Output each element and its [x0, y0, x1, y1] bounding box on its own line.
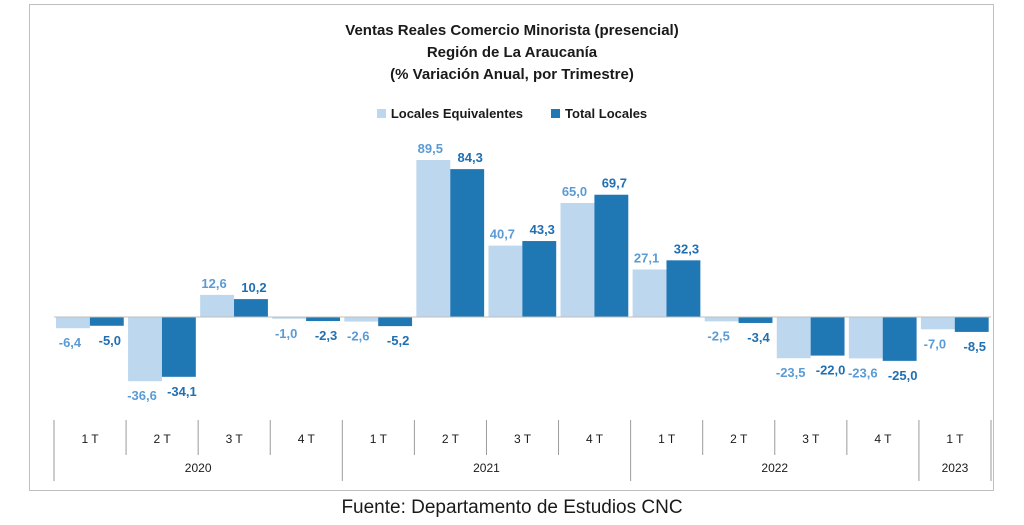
legend-item-total-locales: Total Locales [551, 106, 647, 121]
data-label-locales-equivalentes-8: 27,1 [634, 250, 659, 265]
bar-locales-equivalentes-0 [56, 317, 90, 329]
data-label-locales-equivalentes-9: -2,5 [707, 328, 729, 343]
legend-swatch-total-locales [551, 109, 561, 118]
year-label-2022: 2022 [761, 461, 788, 475]
bar-locales-equivalentes-4 [344, 317, 379, 322]
data-label-locales-equivalentes-12: -7,0 [924, 336, 946, 351]
bar-total-locales-9 [738, 317, 773, 323]
data-label-total-locales-7: 69,7 [602, 176, 627, 191]
legend-label-total-locales: Total Locales [565, 106, 648, 121]
quarter-label-9: 2 T [730, 432, 748, 446]
bar-locales-equivalentes-5 [416, 160, 451, 317]
quarter-label-12: 1 T [946, 432, 964, 446]
legend-swatch-locales-equivalentes [376, 109, 386, 118]
bar-total-locales-0 [89, 317, 124, 326]
bar-locales-equivalentes-12 [920, 317, 955, 330]
bar-locales-equivalentes-2 [200, 294, 235, 317]
data-label-total-locales-11: -25,0 [888, 368, 918, 383]
data-label-total-locales-2: 10,2 [241, 280, 266, 295]
quarter-label-6: 3 T [514, 432, 532, 446]
legend-item-locales-equivalentes: Locales Equivalentes [376, 106, 524, 121]
data-label-locales-equivalentes-0: -6,4 [59, 335, 82, 350]
data-label-locales-equivalentes-10: -23,5 [776, 365, 806, 380]
year-label-2020: 2020 [185, 461, 212, 475]
data-label-total-locales-10: -22,0 [816, 363, 846, 378]
bar-total-locales-2 [234, 299, 268, 317]
bar-locales-equivalentes-7 [560, 202, 595, 317]
data-label-total-locales-12: -8,5 [964, 339, 986, 354]
data-label-total-locales-8: 32,3 [674, 241, 699, 256]
data-label-locales-equivalentes-2: 12,6 [201, 276, 226, 291]
bar-locales-equivalentes-9 [704, 317, 739, 322]
bar-total-locales-4 [378, 317, 413, 327]
bar-locales-equivalentes-8 [632, 269, 667, 317]
bar-locales-equivalentes-6 [488, 245, 523, 317]
data-label-total-locales-6: 43,3 [530, 222, 555, 237]
quarter-label-8: 1 T [658, 432, 676, 446]
chart-title-line-3: (% Variación Anual, por Trimestre) [390, 66, 634, 83]
data-label-total-locales-0: -5,0 [99, 333, 121, 348]
quarter-label-7: 4 T [586, 432, 604, 446]
quarter-label-3: 4 T [298, 432, 316, 446]
data-label-total-locales-9: -3,4 [747, 330, 770, 345]
quarter-label-11: 4 T [874, 432, 892, 446]
data-label-locales-equivalentes-7: 65,0 [562, 184, 587, 199]
bar-total-locales-1 [161, 317, 196, 377]
bar-total-locales-11 [882, 317, 917, 361]
chart-legend: Locales Equivalentes Total Locales [0, 106, 1024, 121]
bar-total-locales-5 [450, 169, 485, 317]
data-label-locales-equivalentes-1: -36,6 [127, 388, 157, 403]
source-caption: Fuente: Departamento de Estudios CNC [341, 497, 683, 518]
data-label-locales-equivalentes-4: -2,6 [347, 329, 369, 344]
quarter-label-2: 3 T [226, 432, 244, 446]
data-label-locales-equivalentes-11: -23,6 [848, 365, 878, 380]
bar-total-locales-3 [306, 317, 340, 322]
chart-title-line-1: Ventas Reales Comercio Minorista (presen… [345, 22, 679, 39]
data-label-locales-equivalentes-5: 89,5 [418, 141, 443, 156]
data-label-total-locales-3: -2,3 [315, 328, 337, 343]
quarter-label-10: 3 T [802, 432, 820, 446]
bar-locales-equivalentes-1 [128, 317, 162, 382]
bar-total-locales-10 [810, 317, 845, 356]
bar-locales-equivalentes-3 [272, 317, 307, 319]
bar-locales-equivalentes-11 [848, 317, 883, 359]
quarter-label-4: 1 T [370, 432, 388, 446]
data-label-total-locales-4: -5,2 [387, 333, 409, 348]
chart-title-line-2: Región de La Araucanía [426, 44, 598, 61]
year-label-2021: 2021 [473, 461, 500, 475]
quarter-label-0: 1 T [81, 432, 99, 446]
quarter-label-1: 2 T [154, 432, 172, 446]
year-label-2023: 2023 [942, 461, 969, 475]
data-label-locales-equivalentes-3: -1,0 [275, 326, 297, 341]
bar-total-locales-12 [954, 317, 989, 332]
data-label-total-locales-1: -34,1 [167, 384, 197, 399]
legend-label-locales-equivalentes: Locales Equivalentes [390, 106, 524, 121]
bar-total-locales-6 [522, 241, 557, 317]
quarter-label-5: 2 T [442, 432, 460, 446]
data-label-locales-equivalentes-6: 40,7 [490, 227, 515, 242]
bar-locales-equivalentes-10 [776, 317, 811, 359]
bar-total-locales-8 [666, 260, 701, 317]
data-label-total-locales-5: 84,3 [458, 150, 483, 165]
bar-total-locales-7 [594, 194, 629, 317]
